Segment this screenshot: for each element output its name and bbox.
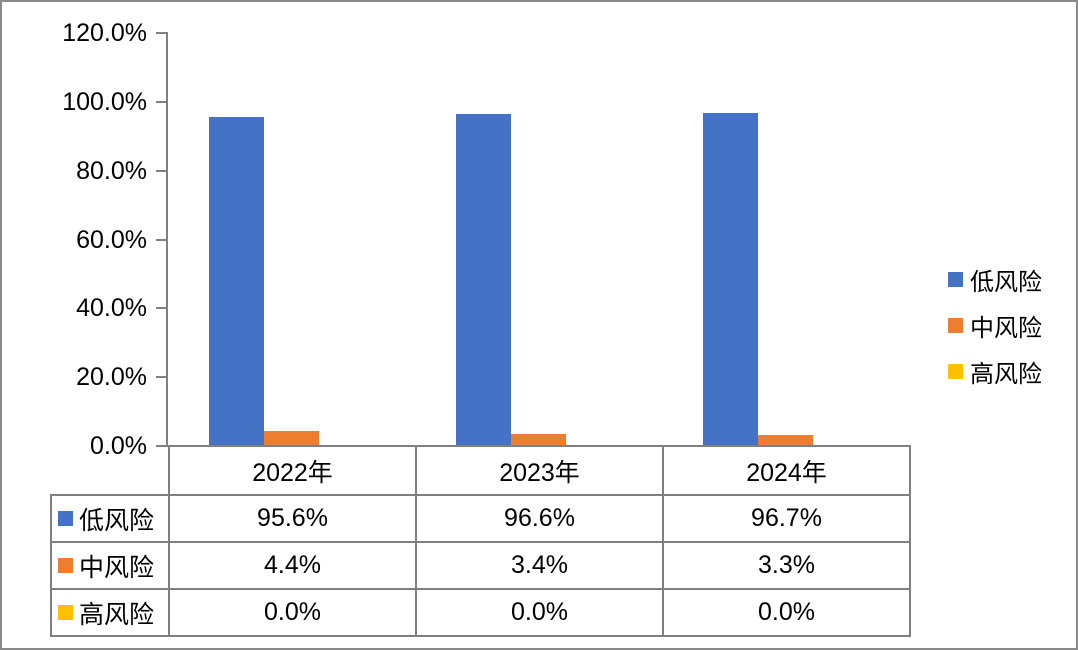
table-value-cell: 0.0%	[415, 588, 664, 637]
legend-item-high-risk: 高风险	[948, 348, 1042, 394]
y-tick-label: 120.0%	[62, 19, 147, 47]
bar-low-risk-2024	[702, 113, 758, 446]
legend-key-icon-low-risk	[948, 271, 963, 287]
y-tick-mark	[156, 238, 166, 241]
legend-key-icon-high-risk	[948, 363, 963, 379]
table-header-cell: 2024年	[662, 445, 911, 496]
series-cell-inner: 中风险	[52, 548, 168, 584]
legend-label: 低风险	[970, 268, 1042, 296]
table-series-cell-low-risk: 低风险	[50, 494, 170, 543]
bar-mid-risk-2024	[757, 434, 813, 446]
table-corner-cell	[51, 446, 169, 495]
legend-label: 中风险	[970, 314, 1042, 342]
table-value-cell: 96.6%	[415, 494, 664, 543]
bar-low-risk-2023	[455, 113, 511, 446]
series-key-icon-high-risk	[58, 605, 73, 620]
table-value-cell: 4.4%	[168, 541, 417, 590]
table-value-cell: 0.0%	[168, 588, 417, 637]
y-tick-label: 40.0%	[76, 294, 147, 323]
table-value-cell: 95.6%	[168, 494, 417, 543]
table-header-cell: 2023年	[415, 445, 664, 496]
bar-mid-risk-2022	[264, 430, 319, 446]
table-header-row: 2022年 2023年 2024年	[51, 445, 911, 496]
y-tick-mark	[156, 100, 166, 103]
bar-mid-risk-2023	[510, 434, 566, 446]
table-series-cell-mid-risk: 中风险	[50, 541, 170, 590]
series-key-icon-low-risk	[58, 511, 73, 526]
table-value-cell: 96.7%	[662, 494, 911, 543]
y-tick-mark	[156, 376, 166, 379]
table-row-mid-risk: 中风险 4.4% 3.4% 3.3%	[50, 541, 911, 590]
y-tick-label: 80.0%	[76, 156, 147, 185]
data-table: 2022年 2023年 2024年低风险 95.6% 96.6% 96.7% 中风险 4.4%…	[50, 445, 911, 637]
series-cell-inner: 低风险	[52, 501, 168, 537]
y-tick-mark	[156, 445, 166, 447]
y-axis-line	[166, 32, 168, 447]
table-value-cell: 3.3%	[662, 541, 911, 590]
legend-label: 高风险	[970, 360, 1042, 388]
legend: 低风险 中风险 高风险	[948, 256, 1042, 394]
series-key-icon-mid-risk	[58, 558, 73, 573]
table-value-cell: 3.4%	[415, 541, 664, 590]
series-label: 中风险	[79, 553, 155, 582]
series-cell-inner: 高风险	[52, 595, 168, 631]
y-tick-mark	[156, 307, 166, 310]
y-tick-label: 60.0%	[76, 225, 147, 254]
series-label: 高风险	[79, 600, 155, 629]
y-tick-label: 100.0%	[62, 87, 147, 116]
y-tick-label: 20.0%	[76, 363, 147, 392]
table-series-cell-high-risk: 高风险	[50, 588, 170, 637]
series-label: 低风险	[79, 506, 155, 535]
legend-key-icon-mid-risk	[948, 317, 963, 333]
table-value-cell: 0.0%	[662, 588, 911, 637]
y-tick-mark	[156, 32, 166, 34]
table-header-cell: 2022年	[168, 445, 417, 496]
legend-item-low-risk: 低风险	[948, 256, 1042, 302]
bar-low-risk-2022	[209, 116, 264, 446]
table-row-low-risk: 低风险 95.6% 96.6% 96.7%	[50, 494, 911, 543]
table-row-high-risk: 高风险 0.0% 0.0% 0.0%	[50, 588, 911, 637]
y-tick-mark	[156, 169, 166, 172]
y-tick-label: 0.0%	[90, 432, 147, 460]
legend-item-mid-risk: 中风险	[948, 302, 1042, 348]
